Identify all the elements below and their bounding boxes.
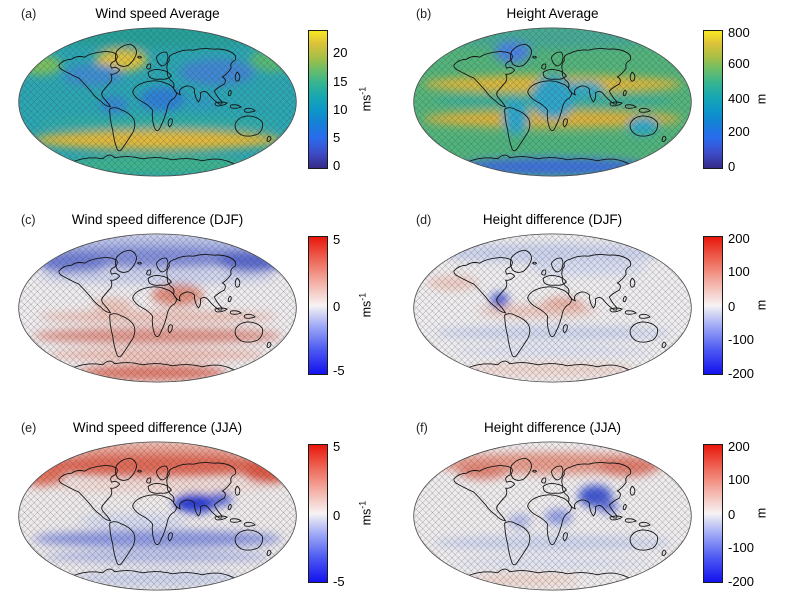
colorbar-tick: -200 <box>728 573 755 589</box>
colorbar-unit: m <box>754 300 769 311</box>
colorbar-tick: 100 <box>728 472 750 488</box>
colorbar-tick: 5 <box>333 232 341 248</box>
colorbar-tick: 0 <box>333 508 341 524</box>
panel-title: Height difference (JJA) <box>483 420 622 435</box>
world-map <box>413 27 692 177</box>
panel-f: (f) Height difference (JJA) 200 100 0 -100 -… <box>395 414 790 600</box>
world-map <box>18 27 297 177</box>
world-map <box>413 233 692 383</box>
colorbar-tick: -5 <box>333 362 345 378</box>
panel-label: (f) <box>416 421 428 435</box>
panel-a: (a) Wind speed Average 20 15 10 5 0 ms-1 <box>0 0 395 196</box>
colorbar-tick: -100 <box>728 332 755 348</box>
colorbar-ticks: 5 0 -5 <box>333 232 379 378</box>
panel-title: Height Average <box>506 6 599 21</box>
colorbar-tick: 0 <box>728 506 736 522</box>
colorbar-tick: 0 <box>728 159 736 175</box>
colorbar-tick: 15 <box>333 73 348 89</box>
colorbar-ticks: 200 100 0 -100 -200 <box>728 231 774 380</box>
colorbar <box>703 236 723 375</box>
colorbar <box>308 236 328 375</box>
colorbar-tick: 400 <box>728 91 750 107</box>
colorbar-tick: -200 <box>728 365 755 381</box>
colorbar-tick: 200 <box>728 124 750 140</box>
colorbar-tick: 20 <box>333 44 348 60</box>
world-map <box>18 441 297 591</box>
panel-d: (d) Height difference (DJF) 200 100 0 -100 -… <box>395 206 790 402</box>
colorbar-tick: 5 <box>333 438 341 454</box>
colorbar-tick: 200 <box>728 230 750 246</box>
colorbar-unit: ms-1 <box>356 293 374 318</box>
panel-title: Wind speed difference (DJF) <box>71 212 244 227</box>
world-map <box>413 441 692 591</box>
colorbar-ticks: 800 600 400 200 0 <box>728 25 774 173</box>
colorbar-tick: -100 <box>728 540 755 556</box>
panel-e: (e) Wind speed difference (JJA) 5 0 -5 ms-… <box>0 414 395 600</box>
colorbar-ticks: 20 15 10 5 0 <box>333 30 379 172</box>
colorbar-tick: 200 <box>728 438 750 454</box>
colorbar-ticks: 5 0 -5 <box>333 439 379 588</box>
panel-title: Wind speed difference (JJA) <box>72 420 243 435</box>
colorbar-tick: 600 <box>728 56 750 72</box>
colorbar-unit: ms-1 <box>356 501 374 526</box>
colorbar-tick: 100 <box>728 264 750 280</box>
colorbar-tick: 0 <box>728 298 736 314</box>
colorbar-unit: ms-1 <box>356 87 374 112</box>
colorbar-tick: 5 <box>333 130 341 146</box>
colorbar-tick: 0 <box>333 158 341 174</box>
colorbar-ticks: 200 100 0 -100 -200 <box>728 439 774 588</box>
panel-label: (e) <box>21 421 37 435</box>
panel-title: Wind speed Average <box>95 6 220 21</box>
colorbar-tick: 0 <box>333 298 341 314</box>
colorbar-unit: m <box>754 508 769 519</box>
panel-b: (b) Height Average 800 600 400 200 0 m <box>395 0 790 196</box>
panel-label: (c) <box>21 213 36 227</box>
colorbar-tick: 800 <box>728 24 750 40</box>
panel-label: (b) <box>416 7 432 21</box>
panel-c: (c) Wind speed difference (DJF) 5 0 -5 ms-… <box>0 206 395 402</box>
panel-label: (d) <box>416 213 432 227</box>
colorbar-unit: m <box>754 94 769 105</box>
colorbar-tick: -5 <box>333 573 345 589</box>
colorbar <box>308 444 328 583</box>
panel-label: (a) <box>21 7 37 21</box>
colorbar <box>703 30 723 169</box>
colorbar-tick: 10 <box>333 102 348 118</box>
colorbar <box>308 30 328 169</box>
colorbar <box>703 444 723 583</box>
panel-title: Height difference (DJF) <box>482 212 623 227</box>
world-map <box>18 233 297 383</box>
